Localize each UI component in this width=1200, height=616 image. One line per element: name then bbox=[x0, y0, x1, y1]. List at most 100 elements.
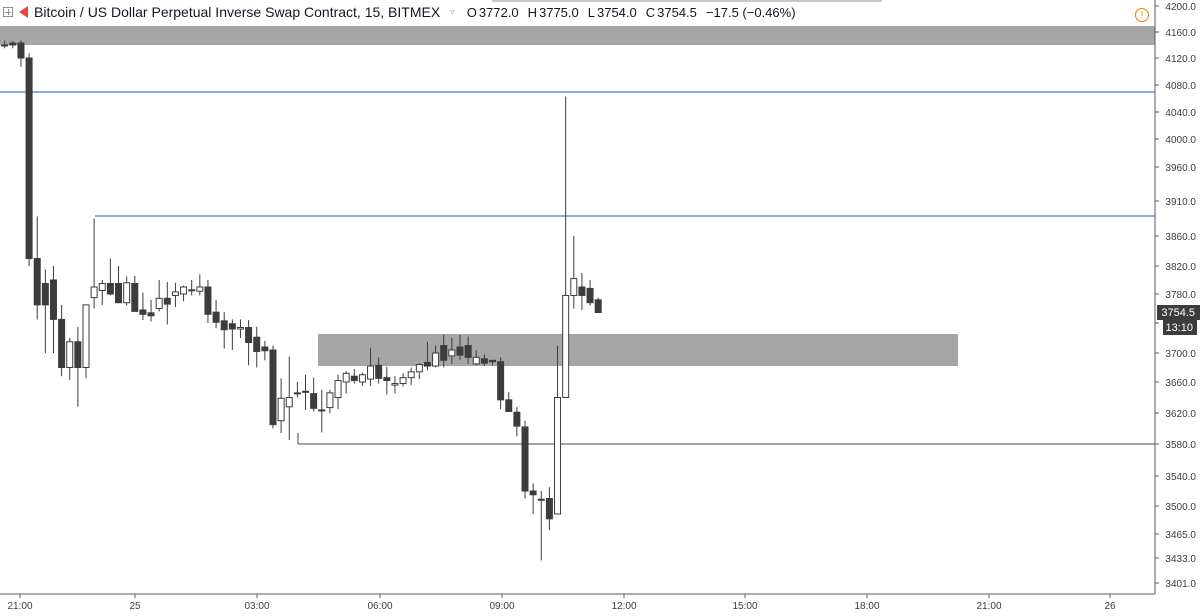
candle[interactable] bbox=[228, 319, 236, 350]
candle[interactable] bbox=[90, 218, 98, 309]
candle-body-up bbox=[554, 397, 562, 515]
candle-body-up bbox=[180, 286, 188, 295]
candle[interactable] bbox=[171, 282, 179, 308]
candle[interactable] bbox=[269, 345, 277, 429]
candle[interactable] bbox=[448, 338, 456, 364]
candle[interactable] bbox=[1, 40, 9, 49]
candle[interactable] bbox=[253, 326, 261, 368]
candle-body-up bbox=[285, 397, 293, 408]
price-tick-label: 3620.0 bbox=[1165, 409, 1196, 420]
candle[interactable] bbox=[407, 367, 415, 386]
candle[interactable] bbox=[456, 335, 464, 361]
chevron-down-icon[interactable]: ▿ bbox=[450, 6, 455, 17]
candle[interactable] bbox=[440, 334, 448, 368]
price-tick-label: 3820.0 bbox=[1165, 262, 1196, 273]
candle-body-down bbox=[33, 258, 41, 306]
resistance-zone-rect[interactable] bbox=[318, 334, 958, 366]
candle[interactable] bbox=[480, 354, 488, 367]
candle[interactable] bbox=[521, 420, 529, 499]
candle-body-down bbox=[253, 336, 261, 352]
candle[interactable] bbox=[293, 382, 301, 398]
exclamation-circle-icon[interactable]: ! bbox=[1135, 8, 1149, 22]
candle[interactable] bbox=[25, 53, 33, 266]
candle[interactable] bbox=[554, 345, 562, 515]
candle[interactable] bbox=[375, 357, 383, 384]
candle[interactable] bbox=[570, 236, 578, 309]
candle[interactable] bbox=[131, 275, 139, 312]
candle[interactable] bbox=[123, 276, 131, 306]
candle[interactable] bbox=[204, 280, 212, 323]
price-tick-label: 4200.0 bbox=[1165, 2, 1196, 13]
candle[interactable] bbox=[245, 320, 253, 366]
candle[interactable] bbox=[310, 377, 318, 412]
candle[interactable] bbox=[74, 326, 82, 407]
last-price-label: 3754.5 bbox=[1161, 307, 1195, 319]
candle[interactable] bbox=[163, 282, 171, 325]
candle[interactable] bbox=[261, 341, 269, 361]
candle[interactable] bbox=[33, 216, 41, 320]
candle[interactable] bbox=[350, 368, 358, 384]
candle[interactable] bbox=[505, 392, 513, 412]
candle[interactable] bbox=[537, 491, 545, 561]
candle[interactable] bbox=[529, 483, 537, 515]
candle[interactable] bbox=[513, 406, 521, 437]
candle[interactable] bbox=[82, 304, 90, 379]
candle[interactable] bbox=[17, 40, 25, 67]
candle[interactable] bbox=[432, 345, 440, 368]
candle[interactable] bbox=[49, 266, 57, 353]
candle[interactable] bbox=[212, 299, 220, 329]
candle[interactable] bbox=[562, 96, 570, 399]
candle[interactable] bbox=[155, 280, 163, 312]
legend-collapse-icon[interactable] bbox=[3, 7, 13, 17]
candle[interactable] bbox=[318, 389, 326, 433]
candle-body-down bbox=[115, 283, 123, 304]
candle[interactable] bbox=[399, 373, 407, 387]
candle[interactable] bbox=[115, 266, 123, 304]
candle[interactable] bbox=[302, 374, 310, 410]
candle[interactable] bbox=[415, 363, 423, 380]
supply-zone-rect[interactable] bbox=[0, 26, 1155, 45]
candle[interactable] bbox=[9, 41, 17, 49]
candle[interactable] bbox=[391, 376, 399, 394]
candle[interactable] bbox=[180, 285, 188, 302]
candle-body-up bbox=[407, 371, 415, 379]
candle-body-down bbox=[204, 286, 212, 315]
candle[interactable] bbox=[367, 347, 375, 386]
candle[interactable] bbox=[98, 280, 106, 305]
symbol-title[interactable]: Bitcoin / US Dollar Perpetual Inverse Sw… bbox=[34, 4, 441, 20]
candle[interactable] bbox=[106, 258, 114, 296]
candle[interactable] bbox=[58, 304, 66, 377]
candle[interactable] bbox=[586, 280, 594, 306]
candle[interactable] bbox=[497, 357, 505, 410]
candle[interactable] bbox=[326, 389, 334, 413]
candle[interactable] bbox=[334, 374, 342, 410]
candle[interactable] bbox=[236, 319, 244, 338]
candle-body-up bbox=[196, 286, 204, 292]
candle[interactable] bbox=[472, 350, 480, 366]
legend-header: Bitcoin / US Dollar Perpetual Inverse Sw… bbox=[0, 0, 1155, 24]
price-tick-label: 3465.0 bbox=[1165, 530, 1196, 541]
candle-body-down bbox=[131, 283, 139, 312]
candle[interactable] bbox=[139, 292, 147, 321]
candle[interactable] bbox=[578, 273, 586, 310]
candle[interactable] bbox=[196, 274, 204, 296]
candle[interactable] bbox=[147, 299, 155, 322]
candle[interactable] bbox=[358, 372, 366, 386]
candle[interactable] bbox=[464, 336, 472, 364]
candle[interactable] bbox=[423, 341, 431, 371]
candle[interactable] bbox=[489, 359, 496, 366]
candle[interactable] bbox=[277, 378, 285, 434]
time-axis-background[interactable] bbox=[0, 594, 1200, 616]
candle[interactable] bbox=[285, 356, 293, 441]
candle[interactable] bbox=[188, 280, 196, 296]
candle-body-down bbox=[228, 323, 236, 330]
candle[interactable] bbox=[383, 366, 391, 395]
candle[interactable] bbox=[545, 487, 553, 530]
candle[interactable] bbox=[220, 312, 228, 349]
price-axis-background[interactable] bbox=[1155, 0, 1200, 594]
candle[interactable] bbox=[594, 297, 602, 313]
candle[interactable] bbox=[342, 371, 350, 394]
candle[interactable] bbox=[41, 269, 49, 354]
candle[interactable] bbox=[66, 338, 74, 380]
